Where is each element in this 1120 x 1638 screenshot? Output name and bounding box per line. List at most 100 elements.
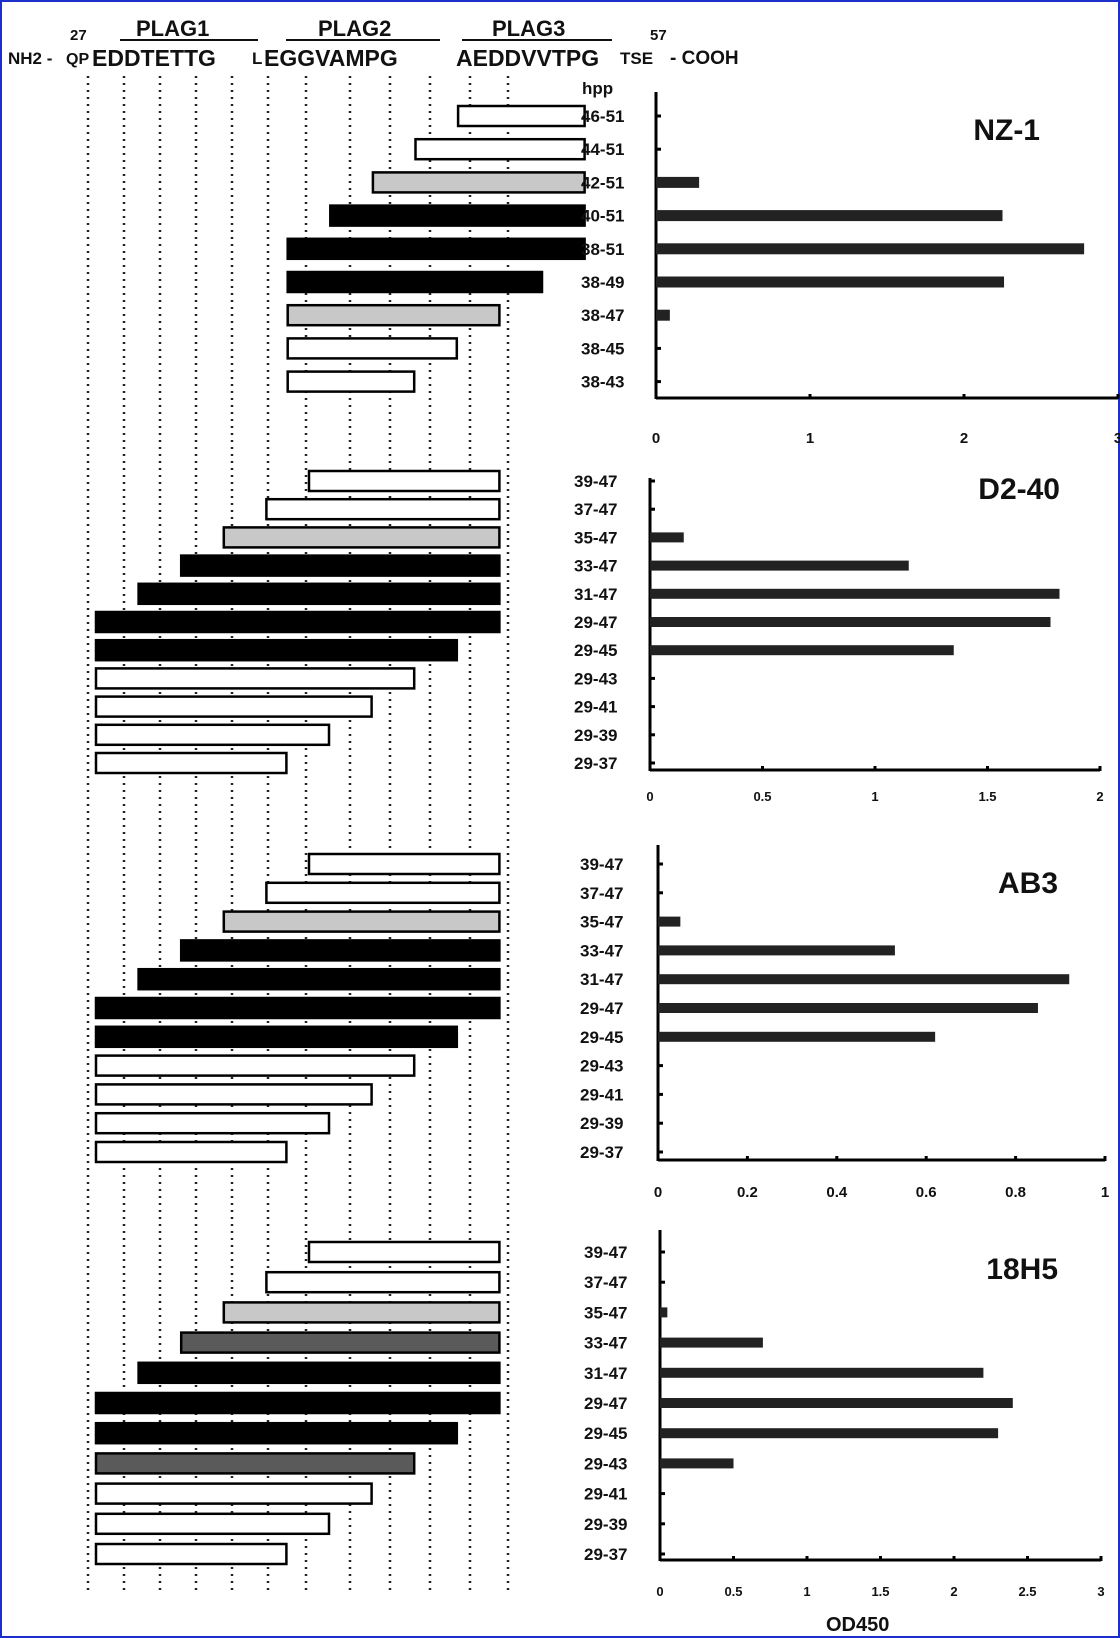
- plag2-label: PLAG2: [318, 16, 391, 41]
- peptide-bar: [94, 1111, 331, 1135]
- category-label: 29-39: [580, 1114, 623, 1133]
- x-tick-label: 3: [1114, 430, 1120, 447]
- category-label: 29-43: [584, 1454, 627, 1473]
- peptide-bar: [94, 1421, 459, 1445]
- category-label: 46-51: [581, 107, 624, 126]
- peptide-bar: [94, 1512, 331, 1536]
- start-residue-number: 27: [70, 27, 87, 44]
- x-tick-label: 2.5: [1018, 1584, 1036, 1599]
- od450-bar: [660, 1307, 668, 1318]
- c-terminus-label: - COOH: [670, 48, 739, 69]
- category-label: 29-37: [574, 754, 617, 773]
- peptide-bar: [414, 137, 586, 161]
- peptide-bar: [307, 1240, 501, 1264]
- x-tick-label: 1: [871, 789, 878, 804]
- peptide-bar: [329, 204, 586, 227]
- peptide-bar: [265, 497, 501, 521]
- category-label: 39-47: [580, 855, 623, 874]
- category-label: 31-47: [574, 585, 617, 604]
- peptide-bar: [307, 469, 501, 493]
- category-label: 29-47: [584, 1394, 627, 1413]
- od450-bar: [658, 945, 895, 956]
- peptide-bar: [286, 370, 416, 393]
- x-tick-label: 2: [960, 430, 968, 447]
- category-label: 33-47: [574, 557, 617, 576]
- peptide-bar: [179, 554, 501, 577]
- peptide-bar: [222, 910, 501, 933]
- x-tick-label: 3: [1097, 1584, 1104, 1599]
- x-axis-label-od450: OD450: [826, 1614, 889, 1636]
- peptide-bar: [94, 1025, 459, 1049]
- peptide-bar: [94, 1542, 288, 1566]
- peptide-bar: [137, 582, 501, 606]
- od450-bar: [658, 1031, 936, 1042]
- x-tick-label: 0.5: [753, 789, 771, 804]
- category-label: 29-43: [580, 1057, 623, 1076]
- peptide-bar: [94, 1054, 416, 1077]
- category-label: 33-47: [580, 941, 623, 960]
- peptide-bar: [371, 171, 586, 194]
- category-label: 37-47: [584, 1273, 627, 1292]
- category-label: 33-47: [584, 1334, 627, 1353]
- category-label: 29-45: [584, 1424, 627, 1443]
- peptide-bar: [222, 1301, 501, 1324]
- x-tick-label: 2: [950, 1584, 957, 1599]
- od450-bar: [658, 974, 1070, 985]
- x-tick-label: 0.2: [737, 1184, 758, 1201]
- peptide-bar: [94, 723, 331, 747]
- hpp-label: hpp: [582, 79, 613, 98]
- x-tick-label: 0: [654, 1184, 662, 1201]
- category-label: 29-39: [574, 726, 617, 745]
- category-label: 35-47: [584, 1303, 627, 1322]
- x-tick-label: 1.5: [871, 1584, 889, 1599]
- peptide-bar: [179, 939, 501, 962]
- peptide-bar: [94, 1140, 288, 1164]
- category-label: 29-45: [574, 641, 617, 660]
- category-label: 29-41: [580, 1085, 623, 1104]
- od450-bar: [650, 617, 1051, 627]
- od450-bar: [656, 309, 670, 321]
- od450-bar: [656, 243, 1085, 255]
- peptide-bar: [94, 1452, 416, 1475]
- peptide-bar: [307, 852, 501, 876]
- plag3-label: PLAG3: [492, 16, 565, 41]
- category-label: 42-51: [581, 173, 624, 192]
- od450-bar: [660, 1337, 763, 1348]
- category-label: 31-47: [580, 970, 623, 989]
- category-label: 29-45: [580, 1028, 623, 1047]
- x-tick-label: 0: [656, 1584, 663, 1599]
- peptide-bar: [137, 967, 501, 991]
- x-tick-label: 0.4: [826, 1184, 848, 1201]
- category-label: 29-41: [584, 1485, 627, 1504]
- n-terminus-label: NH2 -: [8, 49, 52, 68]
- residue-guide-lines: [86, 76, 510, 1595]
- peptide-bar: [222, 526, 501, 549]
- peptide-map: [94, 104, 586, 1566]
- category-label: 35-47: [574, 528, 617, 547]
- category-label: 38-49: [581, 273, 624, 292]
- category-label: 38-45: [581, 339, 624, 358]
- peptide-bar: [94, 1482, 373, 1505]
- od450-bar-charts: NZ-1 0 1 2 3 46-51 44-51 42-51 40-51 38-51 38-49 38…: [574, 92, 1120, 1599]
- end-residue-number: 57: [650, 27, 667, 44]
- peptide-bar: [286, 337, 459, 360]
- od450-bar: [660, 1428, 999, 1439]
- category-label: 37-47: [574, 500, 617, 519]
- category-label: 35-47: [580, 913, 623, 932]
- peptide-bar: [456, 104, 586, 128]
- od450-bar: [658, 1003, 1038, 1013]
- category-label: 38-43: [581, 373, 624, 392]
- category-label: 29-47: [580, 999, 623, 1018]
- x-tick-label: 1: [803, 1584, 810, 1599]
- peptide-bar: [94, 610, 501, 634]
- category-label: 39-47: [584, 1243, 627, 1262]
- panel-title: D2-40: [978, 473, 1060, 506]
- category-label: 29-47: [574, 613, 617, 632]
- peptide-bar: [286, 270, 544, 294]
- od450-bar: [656, 276, 1005, 288]
- plag1-label: PLAG1: [136, 16, 209, 41]
- panel-title: NZ-1: [973, 114, 1040, 147]
- sequence-linker-l: L: [252, 49, 262, 68]
- x-tick-label: 1.5: [978, 789, 996, 804]
